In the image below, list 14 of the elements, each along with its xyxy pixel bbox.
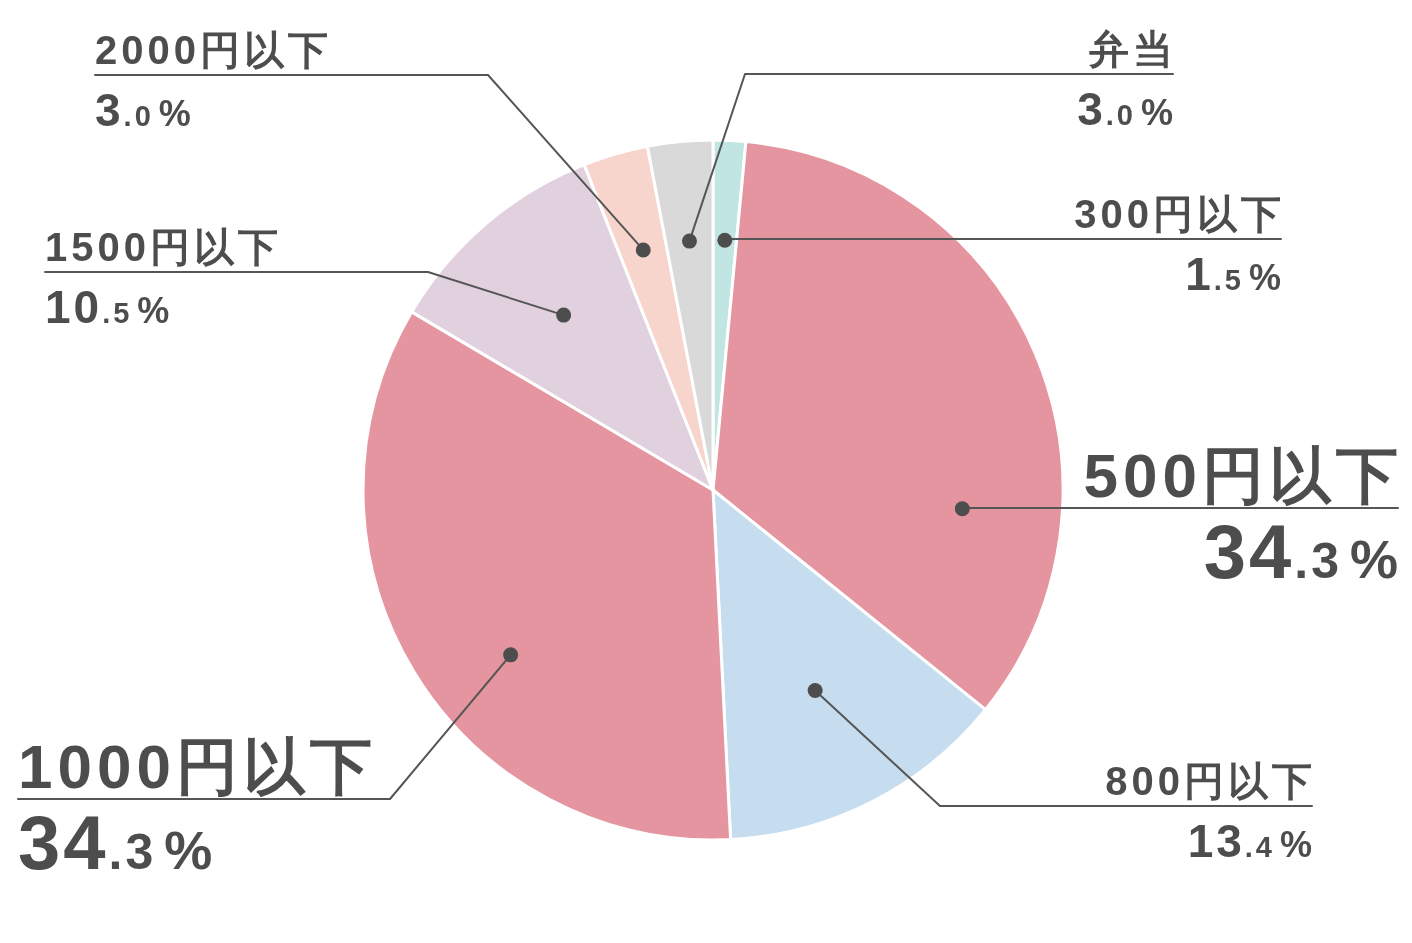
data-label: 13.4%	[1187, 815, 1312, 867]
data-label: 34.3%	[18, 800, 213, 885]
slice-label: 800円以下	[1105, 759, 1316, 803]
slice-label: 2000円以下	[95, 28, 332, 72]
data-label: 3.0%	[95, 84, 191, 136]
data-label: 3.0%	[1077, 83, 1173, 135]
data-label: 34.3%	[1203, 509, 1398, 594]
slice-label: 300円以下	[1074, 192, 1285, 236]
slice-label: 500円以下	[1083, 441, 1403, 510]
slice-label: 弁当	[1089, 27, 1177, 71]
data-label: 1.5%	[1185, 248, 1281, 300]
slice-label: 1500円以下	[45, 225, 282, 269]
slice-label: 1000円以下	[18, 732, 377, 801]
data-label: 10.5%	[45, 281, 170, 333]
